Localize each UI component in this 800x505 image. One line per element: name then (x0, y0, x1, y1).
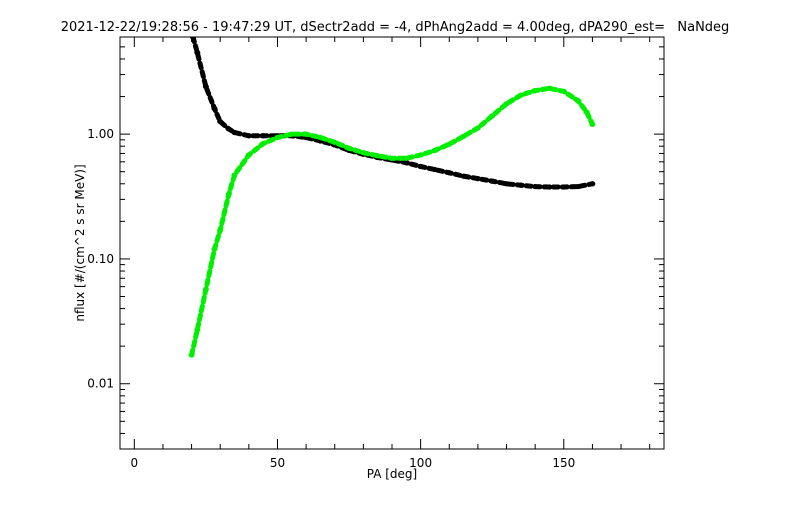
data-point-green (225, 191, 232, 197)
x-tick-label: 0 (130, 456, 138, 470)
data-point-green (202, 286, 209, 292)
y-axis-label: nflux [#/(cm^2 s sr MeV)] (73, 164, 87, 321)
data-point-green (317, 134, 324, 141)
data-point-green (231, 172, 238, 178)
data-point-green (360, 150, 367, 156)
series-line-black (190, 37, 595, 190)
data-point-green (560, 88, 567, 94)
x-axis-label: PA [deg] (367, 467, 417, 481)
x-tick-label: 150 (552, 456, 575, 470)
data-point-green (517, 92, 524, 98)
data-point-black (503, 181, 510, 187)
chart-title: 2021-12-22/19:28:56 - 19:47:29 UT, dSect… (61, 20, 730, 35)
data-point-black (417, 163, 424, 170)
data-point-green (532, 88, 539, 94)
data-point-green (417, 152, 424, 158)
data-point-black (560, 184, 567, 190)
data-point-black (532, 183, 539, 190)
data-point-black (202, 84, 209, 90)
data-point-green (403, 155, 410, 161)
data-point-green (489, 113, 496, 119)
data-point-black (460, 173, 467, 179)
data-point-green (274, 134, 281, 141)
data-point-green (303, 131, 310, 137)
data-point-black (194, 49, 201, 56)
data-point-green (583, 109, 590, 115)
data-point-black (211, 106, 218, 112)
data-point-black (260, 133, 267, 139)
data-point-green (346, 145, 353, 151)
data-point-black (217, 118, 224, 125)
data-point-black (245, 133, 252, 139)
data-point-green (503, 101, 510, 107)
data-point-black (225, 126, 232, 132)
data-point-black (431, 166, 438, 173)
data-point-black (190, 37, 197, 40)
data-point-black (231, 129, 238, 136)
data-point-green (374, 153, 381, 159)
y-tick-label: 0.10 (87, 252, 114, 266)
data-point-black (546, 184, 553, 190)
data-point-green (217, 227, 224, 233)
y-tick-label: 0.01 (87, 377, 114, 391)
data-point-green (589, 121, 596, 127)
data-point-green (188, 352, 195, 358)
data-point-green (245, 152, 252, 158)
x-tick-label: 50 (270, 456, 285, 470)
data-point-black (489, 178, 496, 184)
x-tick-label: 100 (409, 456, 432, 470)
data-point-green (288, 131, 295, 137)
data-point-green (575, 98, 582, 104)
data-point-black (575, 183, 582, 190)
data-point-green (260, 140, 267, 147)
series-layer (188, 37, 596, 358)
series-black (190, 37, 596, 190)
data-point-black (403, 160, 410, 166)
data-point-black (446, 170, 453, 176)
data-point-green (460, 133, 467, 139)
data-point-green (389, 155, 395, 161)
data-point-green (546, 85, 553, 91)
data-point-green (211, 246, 218, 252)
series-green (188, 85, 596, 358)
data-point-black (517, 182, 524, 188)
y-tick-label: 1.00 (87, 127, 114, 141)
data-point-black (589, 181, 596, 187)
data-point-green (194, 327, 201, 333)
data-point-black (474, 176, 481, 182)
data-point-green (431, 147, 438, 154)
data-point-green (446, 141, 453, 147)
plot-frame (119, 36, 665, 450)
data-point-green (474, 125, 481, 131)
axes: 0 50 100 150 0.01 0.10 1.00 (87, 36, 664, 470)
series-line-green (189, 85, 595, 358)
data-point-green (331, 139, 338, 145)
